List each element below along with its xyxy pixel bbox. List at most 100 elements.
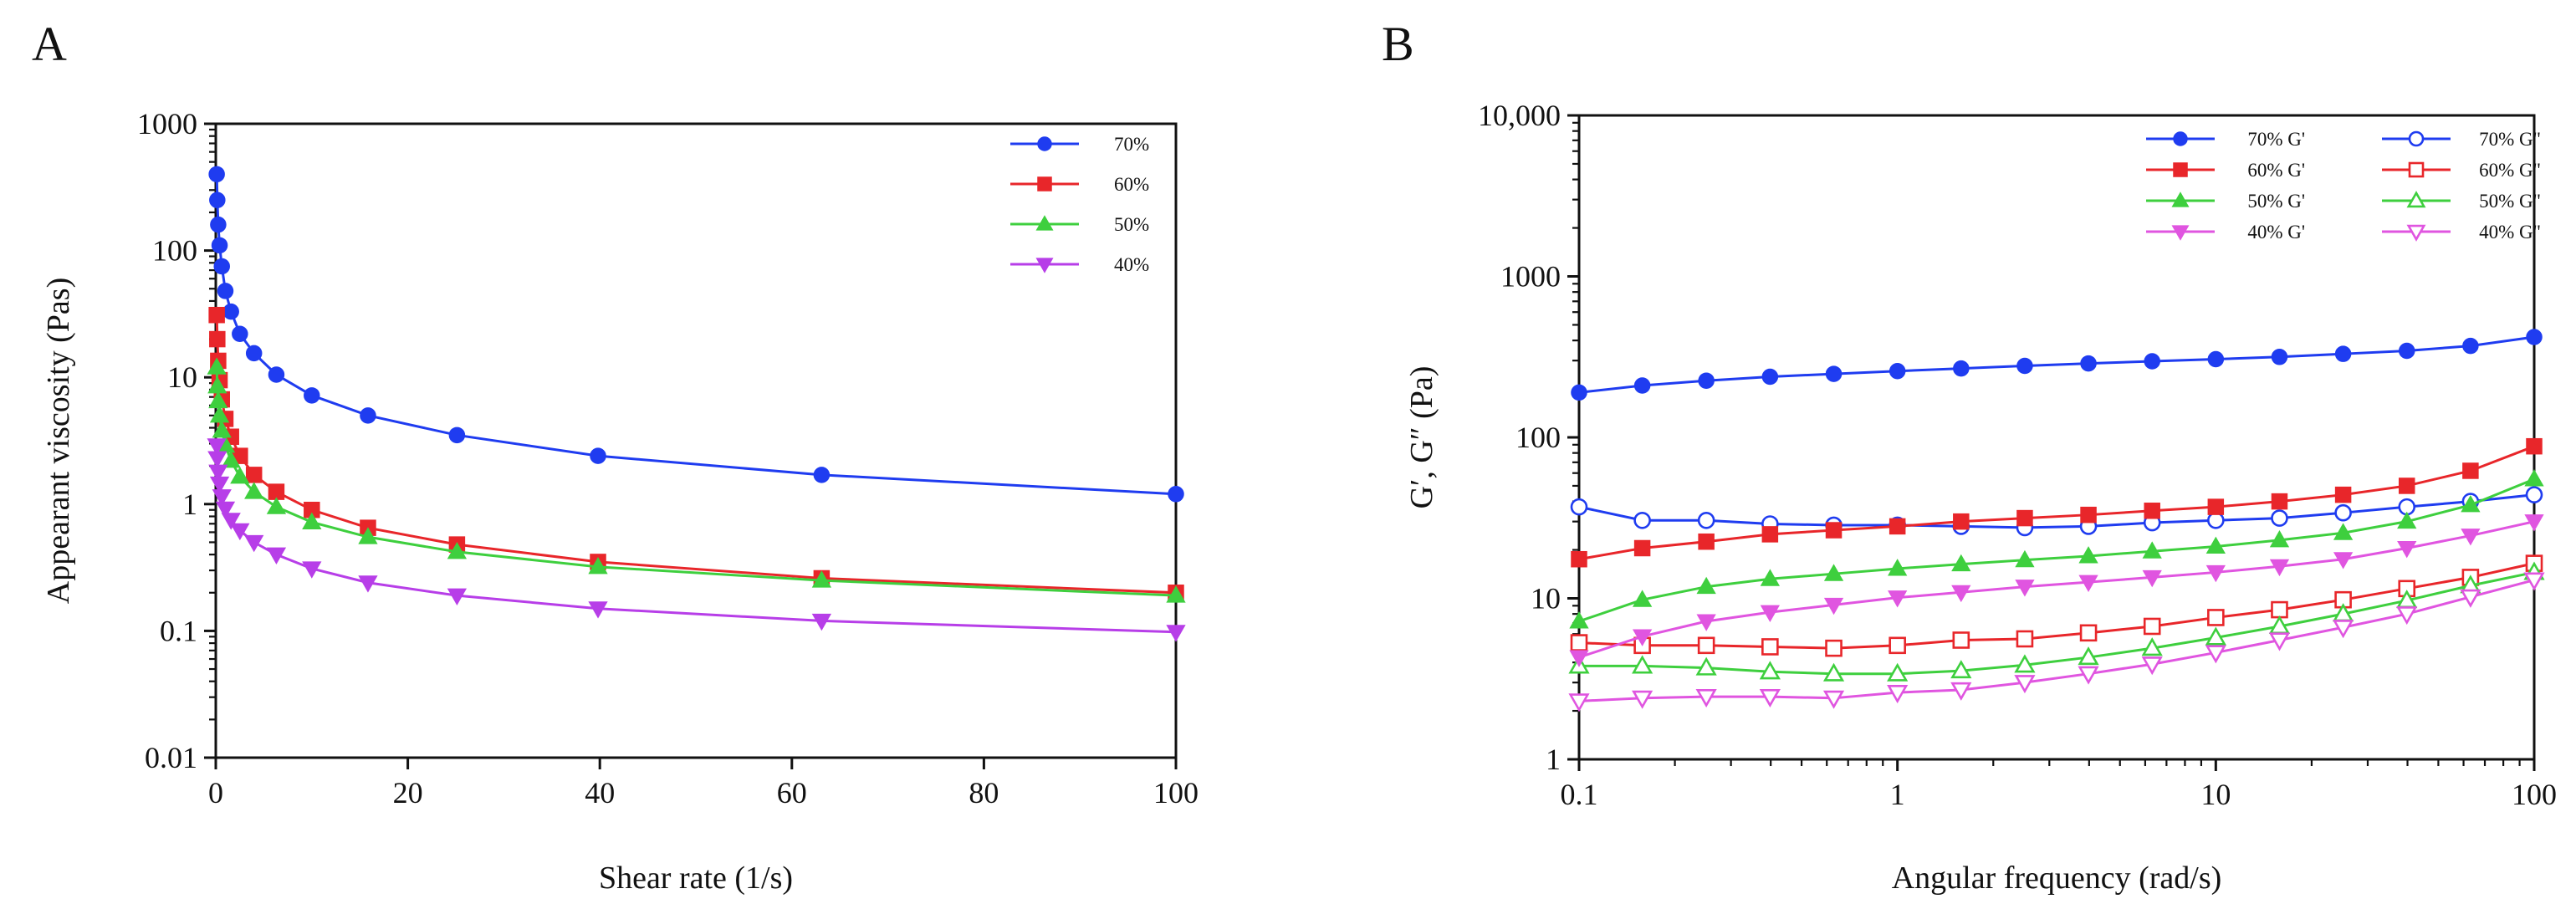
panel-b-legend-marker-70pct-g	[2173, 131, 2188, 146]
panel-b-data-point-50pct-g	[2078, 546, 2098, 564]
panel-a-data-point-70pct	[208, 166, 225, 183]
panel-a-ticks: 0 20 40 60 80 100 0.01 0.1 1 10 100 1000	[137, 107, 1199, 810]
panel-a-data-point-70pct	[268, 366, 285, 383]
panel-b-data-point-60pct-g	[2334, 486, 2352, 503]
panel-b-data-point-60pct-g	[2462, 462, 2479, 479]
panel-b-legend-entry-70pct-g: 70% G"	[2382, 129, 2541, 150]
panel-a-data-point-50pct	[266, 497, 287, 514]
panel-b-data-point-60pct-g	[1698, 533, 1715, 550]
panel-b-legend: 70% G' 70% G" 60% G' 60% G" 50% G' 50% G" 40% …	[2146, 129, 2541, 243]
panel-b-data-point-70pct-g	[2526, 329, 2543, 345]
panel-b-series-50pct-g	[1568, 561, 2545, 682]
panel-b-data-point-60pct-g	[2398, 478, 2415, 494]
panel-b-legend-entry-60pct-g: 60% G"	[2382, 160, 2541, 181]
panel-a-data-point-40pct	[266, 547, 287, 564]
panel-b-data-point-70pct-g	[2334, 503, 2352, 522]
panel-b-legend-marker-40pct-g	[2406, 224, 2426, 242]
panel-a-x-tick-label: 0	[208, 776, 223, 810]
panel-a-y-axis-label: Appearant viscosity (Pas)	[41, 278, 76, 604]
panel-a-series-line-70pct	[215, 174, 1177, 496]
panel-b-data-point-40pct-g	[2205, 645, 2226, 664]
panel-a-x-tick-label: 80	[969, 776, 999, 810]
panel-b-data-point-40pct-g	[2078, 575, 2098, 593]
panel-b-series-line-60pct-g	[1578, 445, 2535, 561]
panel-b-data-point-60pct-g	[2144, 503, 2160, 519]
panel-b-legend-entry-50pct-g: 50% G'	[2146, 191, 2305, 212]
panel-b-data-point-40pct-g	[1695, 689, 1717, 708]
panel-a-data-point-70pct	[211, 237, 228, 254]
panel-b-series-line-40pct-g	[1578, 579, 2535, 702]
panel-a-data-point-50pct	[358, 527, 378, 544]
panel-a-plot-frame	[214, 122, 1178, 759]
panel-b-series	[1568, 329, 2545, 712]
panel-a-data-point-50pct	[209, 405, 230, 423]
panel-a-data-point-70pct	[222, 303, 239, 320]
panel-a-data-point-40pct	[358, 575, 378, 593]
panel-b-plot-frame	[1577, 114, 2536, 761]
panel-a-data-point-40pct	[447, 588, 468, 606]
panel-a-y-tick-label: 1	[182, 488, 197, 521]
panel-b-data-point-50pct-g	[1888, 559, 1908, 576]
panel-a-legend-entry-40pct: 40%	[1010, 254, 1149, 275]
panel-b-legend-label-60pct-g: 60% G"	[2479, 160, 2541, 181]
panel-b-data-point-40pct-g	[1696, 614, 1716, 631]
panel-a-series-40pct	[207, 438, 1186, 642]
panel-a-y-tick-label: 0.1	[160, 614, 197, 647]
panel-b-series-line-50pct-g	[1579, 570, 2535, 676]
panel-b-data-point-40pct-g	[2396, 606, 2418, 626]
panel-b-data-point-40pct-g	[2078, 666, 2099, 685]
panel-b-legend-entry-50pct-g: 50% G"	[2382, 191, 2541, 212]
panel-b-data-point-50pct-g	[2141, 637, 2163, 656]
panel-b-data-point-70pct-g	[1825, 365, 1843, 382]
panel-b-data-point-60pct-g	[2143, 617, 2161, 636]
panel-b-data-point-40pct-g	[2015, 580, 2035, 597]
panel-b-series-line-40pct-g	[1578, 520, 2535, 659]
panel-b-data-point-40pct-g	[2461, 529, 2481, 546]
panel-b-data-point-50pct-g	[2205, 536, 2226, 554]
panel-b-x-axis-label: Angular frequency (rad/s)	[1892, 861, 2222, 896]
panel-b-data-point-40pct-g	[1632, 629, 1653, 646]
panel-a-data-point-70pct	[217, 283, 234, 299]
panel-b-data-point-60pct-g	[1761, 638, 1779, 656]
panel-b-data-point-40pct-g	[2460, 589, 2481, 608]
panel-b-data-point-60pct-g	[2016, 509, 2033, 527]
panel-b-data-point-50pct-g	[2269, 530, 2290, 548]
panel-b-x-tick-label: 1	[1890, 778, 1905, 811]
panel-a-data-point-70pct	[304, 387, 320, 404]
panel-a-data-point-60pct	[209, 330, 226, 348]
panel-a-data-point-70pct	[360, 407, 376, 424]
panel-a-data-point-50pct	[212, 421, 232, 438]
panel-b-data-point-40pct-g	[1568, 693, 1590, 712]
panel-b-data-point-40pct-g	[2014, 675, 2036, 694]
panel-b-data-point-60pct-g	[2207, 498, 2225, 515]
panel-a-data-point-70pct	[245, 345, 263, 362]
panel-b-data-point-50pct-g	[1759, 661, 1781, 680]
panel-a-data-point-50pct	[221, 451, 241, 468]
panel-b-data-point-70pct-g	[1761, 368, 1779, 386]
panel-b-data-point-50pct-g	[1632, 590, 1653, 607]
panel-a-label: A	[32, 17, 67, 71]
panel-b-series-line-70pct-g	[1578, 335, 2535, 394]
panel-a-x-axis-label: Shear rate (1/s)	[599, 861, 793, 896]
panel-b-data-point-40pct-g	[1760, 605, 1780, 622]
panel-a-legend-marker-70pct	[1037, 136, 1052, 151]
panel-b-legend-label-50pct-g: 50% G"	[2479, 191, 2541, 212]
panel-a-series	[207, 166, 1186, 642]
panel-b-data-point-60pct-g	[1889, 636, 1906, 655]
panel-b-y-tick-label: 10,000	[1478, 99, 1561, 132]
panel-a-series-50pct	[207, 357, 1186, 603]
panel-a-y-tick-label: 0.01	[145, 741, 197, 774]
panel-a-legend-entry-50pct: 50%	[1010, 214, 1149, 235]
panel-b-series-50pct-g	[1569, 469, 2544, 629]
panel-a-series-60pct	[208, 306, 1184, 601]
panel-b-data-point-50pct-g	[1760, 569, 1780, 586]
panel-b-data-point-60pct-g	[1571, 550, 1587, 568]
panel-a-chart: 0 20 40 60 80 100 0.01 0.1 1 10 100 1000 70% 60% 50% 4…	[41, 107, 1199, 896]
panel-b-data-point-60pct-g	[1570, 634, 1588, 651]
panel-a-data-point-40pct	[207, 451, 227, 468]
panel-a-data-point-40pct	[588, 601, 608, 619]
panel-b-legend-marker-50pct-g	[2406, 191, 2426, 208]
panel-a-data-point-50pct	[302, 512, 322, 529]
panel-a-data-point-40pct	[221, 513, 241, 530]
